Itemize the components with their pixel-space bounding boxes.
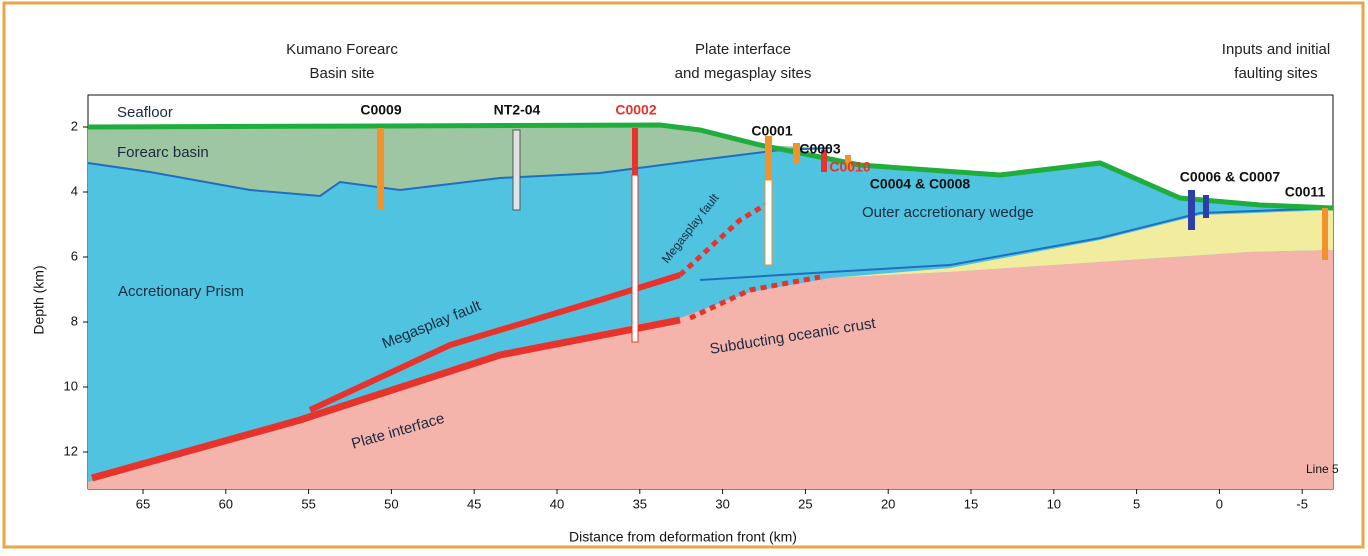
borehole <box>513 130 520 210</box>
borehole <box>632 175 638 342</box>
site-label: C0002 <box>615 102 656 118</box>
site-label: C0006 & C0007 <box>1180 169 1281 185</box>
x-tick-label: 30 <box>715 496 729 511</box>
borehole <box>1203 195 1209 218</box>
borehole <box>765 136 772 180</box>
site-label: C0009 <box>360 102 401 118</box>
y-tick-label: 8 <box>71 313 78 328</box>
group-title: Basin site <box>309 65 374 82</box>
group-title: faulting sites <box>1234 65 1317 82</box>
x-tick-label: 45 <box>467 496 481 511</box>
borehole <box>765 180 772 265</box>
group-title: and megasplay sites <box>675 65 812 82</box>
x-tick-label: 65 <box>136 496 150 511</box>
line-label: Line 5 <box>1306 462 1339 476</box>
unit-label: Forearc basin <box>117 144 209 161</box>
site-label: C0003 <box>799 141 840 157</box>
unit-label: Accretionary Prism <box>118 283 244 300</box>
y-tick-label: 10 <box>64 378 78 393</box>
borehole <box>1188 190 1195 230</box>
site-label: C0010 <box>829 159 870 175</box>
y-tick-label: 2 <box>71 118 78 133</box>
x-axis-label: Distance from deformation front (km) <box>569 529 797 545</box>
x-tick-label: 15 <box>964 496 978 511</box>
site-label: C0004 & C0008 <box>870 176 971 192</box>
borehole <box>632 128 638 175</box>
site-label: C0001 <box>751 123 792 139</box>
y-tick-label: 6 <box>71 248 78 263</box>
site-label: C0011 <box>1285 184 1326 200</box>
y-tick-label: 12 <box>64 443 78 458</box>
section <box>88 95 1333 489</box>
site-label: NT2-04 <box>494 102 541 118</box>
borehole <box>377 128 384 210</box>
group-title: Plate interface <box>695 41 791 58</box>
unit-label: Outer accretionary wedge <box>862 204 1034 221</box>
x-tick-label: 60 <box>219 496 233 511</box>
x-tick-label: 10 <box>1047 496 1061 511</box>
x-tick-label: 5 <box>1133 496 1140 511</box>
x-tick-label: 35 <box>633 496 647 511</box>
x-tick-label: 50 <box>384 496 398 511</box>
unit-label: Seafloor <box>117 104 173 121</box>
x-tick-label: 0 <box>1216 496 1223 511</box>
x-tick-label: 20 <box>881 496 895 511</box>
group-title: Kumano Forearc <box>286 41 398 58</box>
x-tick-label: -5 <box>1296 496 1308 511</box>
x-tick-label: 25 <box>798 496 812 511</box>
y-tick-label: 4 <box>71 183 78 198</box>
group-title: Inputs and initial <box>1222 41 1330 58</box>
x-tick-label: 55 <box>301 496 315 511</box>
borehole <box>1322 208 1328 260</box>
x-tick-label: 40 <box>550 496 564 511</box>
figure: Kumano Forearc Basin site Plate interfac… <box>0 0 1368 551</box>
y-axis-label: Depth (km) <box>31 265 47 334</box>
